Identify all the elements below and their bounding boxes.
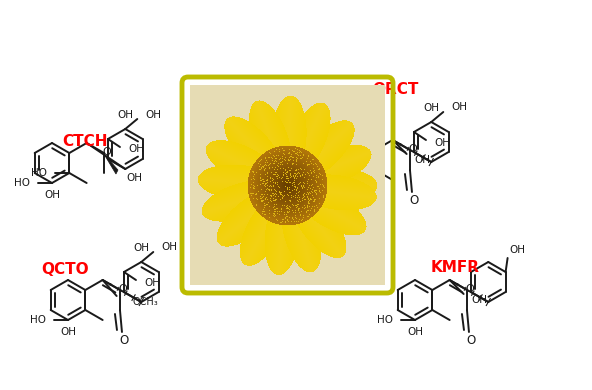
- Text: O: O: [409, 193, 419, 206]
- Text: O: O: [120, 333, 128, 346]
- Text: OH: OH: [128, 144, 144, 154]
- Text: O: O: [466, 333, 475, 346]
- Text: OH: OH: [414, 155, 430, 165]
- Text: O: O: [102, 147, 111, 157]
- Text: O: O: [465, 284, 474, 294]
- Text: OH: OH: [44, 190, 60, 200]
- Text: OH: OH: [451, 102, 467, 112]
- Text: OH: OH: [126, 173, 142, 183]
- Polygon shape: [104, 154, 118, 174]
- Text: OH: OH: [407, 327, 423, 337]
- Text: QRCT: QRCT: [372, 83, 418, 98]
- Text: OH: OH: [60, 327, 76, 337]
- Text: HO: HO: [14, 178, 30, 188]
- Text: OCH₃: OCH₃: [133, 297, 159, 307]
- Text: OH: OH: [144, 278, 160, 288]
- Text: KMFR: KMFR: [430, 261, 480, 275]
- Text: OH: OH: [510, 245, 526, 255]
- Text: CTCH: CTCH: [62, 135, 108, 149]
- Text: O: O: [408, 144, 417, 154]
- Text: OH: OH: [117, 110, 133, 120]
- Text: OH: OH: [434, 138, 450, 148]
- Text: HO: HO: [320, 175, 336, 185]
- Text: HO: HO: [31, 168, 47, 178]
- Text: OH: OH: [359, 187, 375, 197]
- Text: OH: OH: [161, 242, 177, 252]
- Text: O: O: [118, 284, 127, 294]
- Text: OH: OH: [145, 110, 161, 120]
- Text: OH: OH: [423, 103, 439, 113]
- Text: HO: HO: [30, 315, 46, 325]
- Text: OH: OH: [133, 243, 149, 253]
- Text: OH: OH: [472, 295, 488, 305]
- Text: HO: HO: [377, 315, 393, 325]
- Text: QCTO: QCTO: [41, 262, 89, 278]
